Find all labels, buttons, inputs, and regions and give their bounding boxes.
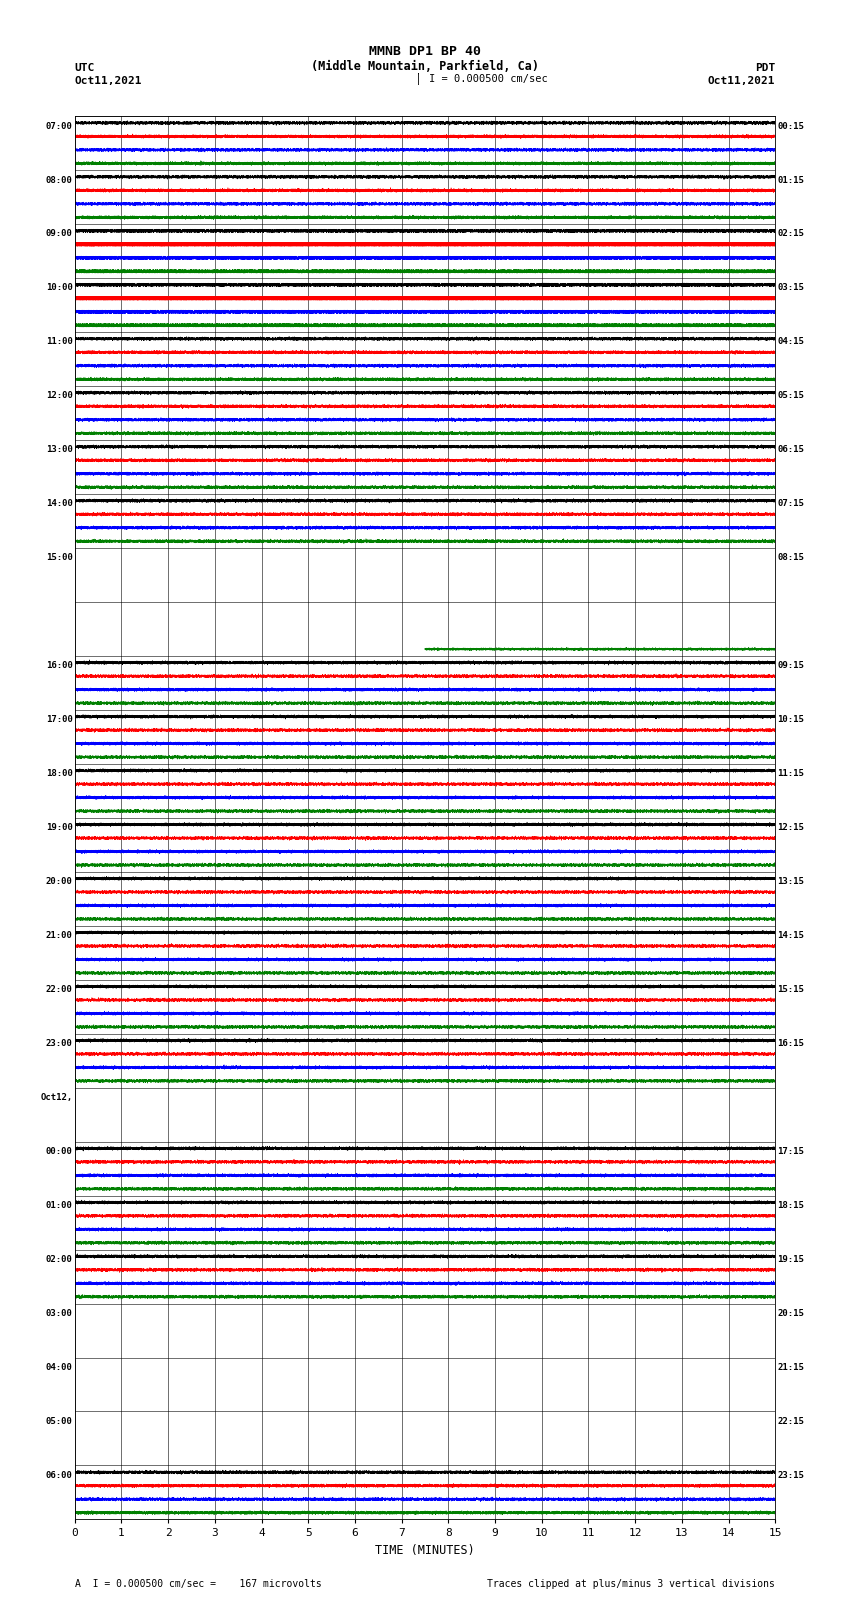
Text: 00:00: 00:00 [46,1147,73,1157]
Text: 09:00: 09:00 [46,229,73,239]
Text: 23:15: 23:15 [777,1471,804,1479]
Text: 13:15: 13:15 [777,877,804,886]
Text: 20:00: 20:00 [46,877,73,886]
Text: 04:15: 04:15 [777,337,804,347]
Text: 08:00: 08:00 [46,176,73,184]
Text: 15:00: 15:00 [46,553,73,563]
Text: 07:15: 07:15 [777,500,804,508]
Text: 07:00: 07:00 [46,121,73,131]
Text: 06:15: 06:15 [777,445,804,455]
Text: 18:00: 18:00 [46,769,73,777]
Text: Oct11,2021: Oct11,2021 [75,76,142,85]
Text: 02:00: 02:00 [46,1255,73,1265]
Text: 23:00: 23:00 [46,1039,73,1048]
Text: 16:00: 16:00 [46,661,73,671]
Text: 12:15: 12:15 [777,823,804,832]
Text: 03:00: 03:00 [46,1310,73,1318]
Text: UTC: UTC [75,63,95,73]
Text: 02:15: 02:15 [777,229,804,239]
Text: 19:15: 19:15 [777,1255,804,1265]
Text: 01:00: 01:00 [46,1202,73,1210]
Text: 04:00: 04:00 [46,1363,73,1373]
Text: 00:15: 00:15 [777,121,804,131]
Text: 14:00: 14:00 [46,500,73,508]
Text: 22:00: 22:00 [46,986,73,994]
Text: I = 0.000500 cm/sec: I = 0.000500 cm/sec [429,74,548,84]
Text: 12:00: 12:00 [46,392,73,400]
Text: 16:15: 16:15 [777,1039,804,1048]
Text: 15:15: 15:15 [777,986,804,994]
Text: 05:00: 05:00 [46,1416,73,1426]
Text: MMNB DP1 BP 40: MMNB DP1 BP 40 [369,45,481,58]
Text: 11:15: 11:15 [777,769,804,777]
Text: (Middle Mountain, Parkfield, Ca): (Middle Mountain, Parkfield, Ca) [311,60,539,73]
Text: 03:15: 03:15 [777,284,804,292]
Text: 09:15: 09:15 [777,661,804,671]
Text: 14:15: 14:15 [777,931,804,940]
Text: 17:15: 17:15 [777,1147,804,1157]
Text: 05:15: 05:15 [777,392,804,400]
Text: 22:15: 22:15 [777,1416,804,1426]
Text: 19:00: 19:00 [46,823,73,832]
Text: 17:00: 17:00 [46,715,73,724]
Text: 13:00: 13:00 [46,445,73,455]
Text: 18:15: 18:15 [777,1202,804,1210]
Text: 06:00: 06:00 [46,1471,73,1479]
X-axis label: TIME (MINUTES): TIME (MINUTES) [375,1544,475,1557]
Text: 21:00: 21:00 [46,931,73,940]
Text: 10:15: 10:15 [777,715,804,724]
Text: Oct12,: Oct12, [41,1094,73,1102]
Text: 20:15: 20:15 [777,1310,804,1318]
Text: 08:15: 08:15 [777,553,804,563]
Text: Oct11,2021: Oct11,2021 [708,76,775,85]
Text: A  I = 0.000500 cm/sec =    167 microvolts: A I = 0.000500 cm/sec = 167 microvolts [75,1579,321,1589]
Text: Traces clipped at plus/minus 3 vertical divisions: Traces clipped at plus/minus 3 vertical … [487,1579,775,1589]
Text: 01:15: 01:15 [777,176,804,184]
Text: 11:00: 11:00 [46,337,73,347]
Text: 10:00: 10:00 [46,284,73,292]
Text: PDT: PDT [755,63,775,73]
Text: 21:15: 21:15 [777,1363,804,1373]
